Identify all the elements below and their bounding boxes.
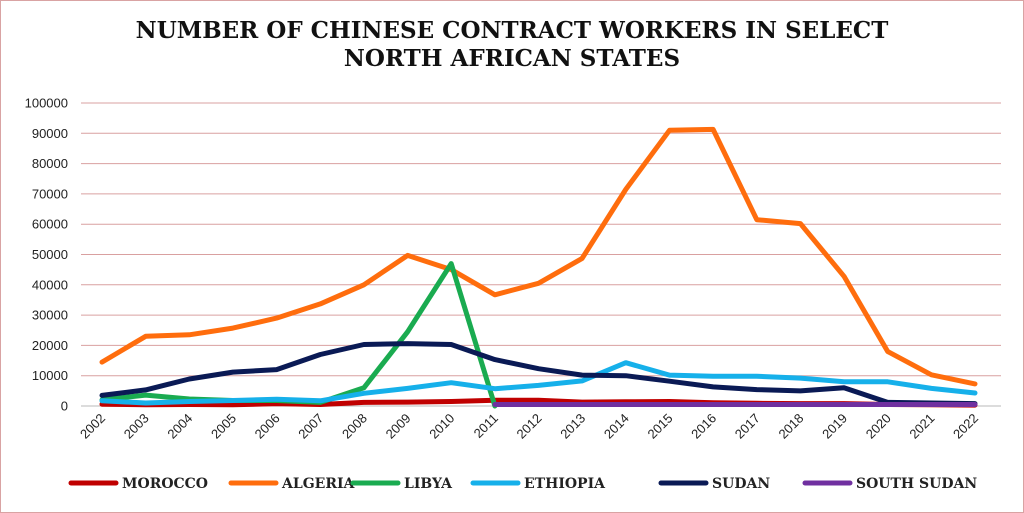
- x-tick-label: 2014: [601, 411, 632, 442]
- y-tick-label: 10000: [32, 368, 68, 383]
- series-line-algeria: [99, 126, 978, 387]
- series-line-ethiopia: [99, 360, 978, 406]
- legend-label: LIBYA: [404, 476, 453, 492]
- x-tick-label: 2021: [906, 411, 937, 442]
- legend-label: MOROCCO: [122, 476, 208, 492]
- x-tick-label: 2017: [732, 411, 763, 442]
- x-tick-label: 2019: [819, 411, 850, 442]
- x-tick-label: 2011: [471, 411, 501, 441]
- x-tick-label: 2002: [77, 411, 108, 442]
- x-tick-label: 2009: [383, 411, 414, 442]
- x-tick-label: 2012: [514, 411, 545, 442]
- legend-label: SUDAN: [712, 476, 770, 492]
- x-tick-label: 2018: [775, 411, 806, 442]
- y-tick-label: 30000: [32, 308, 68, 323]
- y-tick-label: 0: [61, 399, 68, 414]
- x-tick-label: 2007: [295, 411, 326, 442]
- x-tick-label: 2004: [164, 411, 195, 442]
- series-line-sudan: [99, 341, 978, 407]
- legend-label: ALGERIA: [281, 476, 356, 492]
- x-tick-label: 2015: [645, 411, 676, 442]
- x-tick-label: 2013: [557, 411, 588, 442]
- x-tick-label: 2010: [426, 411, 457, 442]
- x-tick-label: 2005: [208, 411, 239, 442]
- y-tick-label: 20000: [32, 338, 68, 353]
- y-tick-label: 40000: [32, 277, 68, 292]
- y-tick-label: 60000: [32, 217, 68, 232]
- x-tick-label: 2006: [252, 411, 283, 442]
- y-tick-label: 80000: [32, 156, 68, 171]
- x-tick-label: 2008: [339, 411, 370, 442]
- x-tick-label: 2020: [863, 411, 894, 442]
- y-tick-label: 50000: [32, 247, 68, 262]
- chart-title: NUMBER OF CHINESE CONTRACT WORKERS IN SE…: [1, 17, 1023, 73]
- chart-title-line-1: NUMBER OF CHINESE CONTRACT WORKERS IN SE…: [135, 17, 889, 44]
- y-tick-label: 90000: [32, 126, 68, 141]
- x-tick-label: 2003: [121, 411, 152, 442]
- legend-label: ETHIOPIA: [524, 476, 606, 492]
- legend-label: SOUTH SUDAN: [856, 476, 977, 492]
- x-tick-label: 2022: [950, 411, 981, 442]
- chart-title-line-2: NORTH AFRICAN STATES: [343, 45, 681, 72]
- y-tick-label: 70000: [32, 186, 68, 201]
- x-tick-label: 2016: [688, 411, 719, 442]
- y-tick-label: 100000: [25, 96, 68, 111]
